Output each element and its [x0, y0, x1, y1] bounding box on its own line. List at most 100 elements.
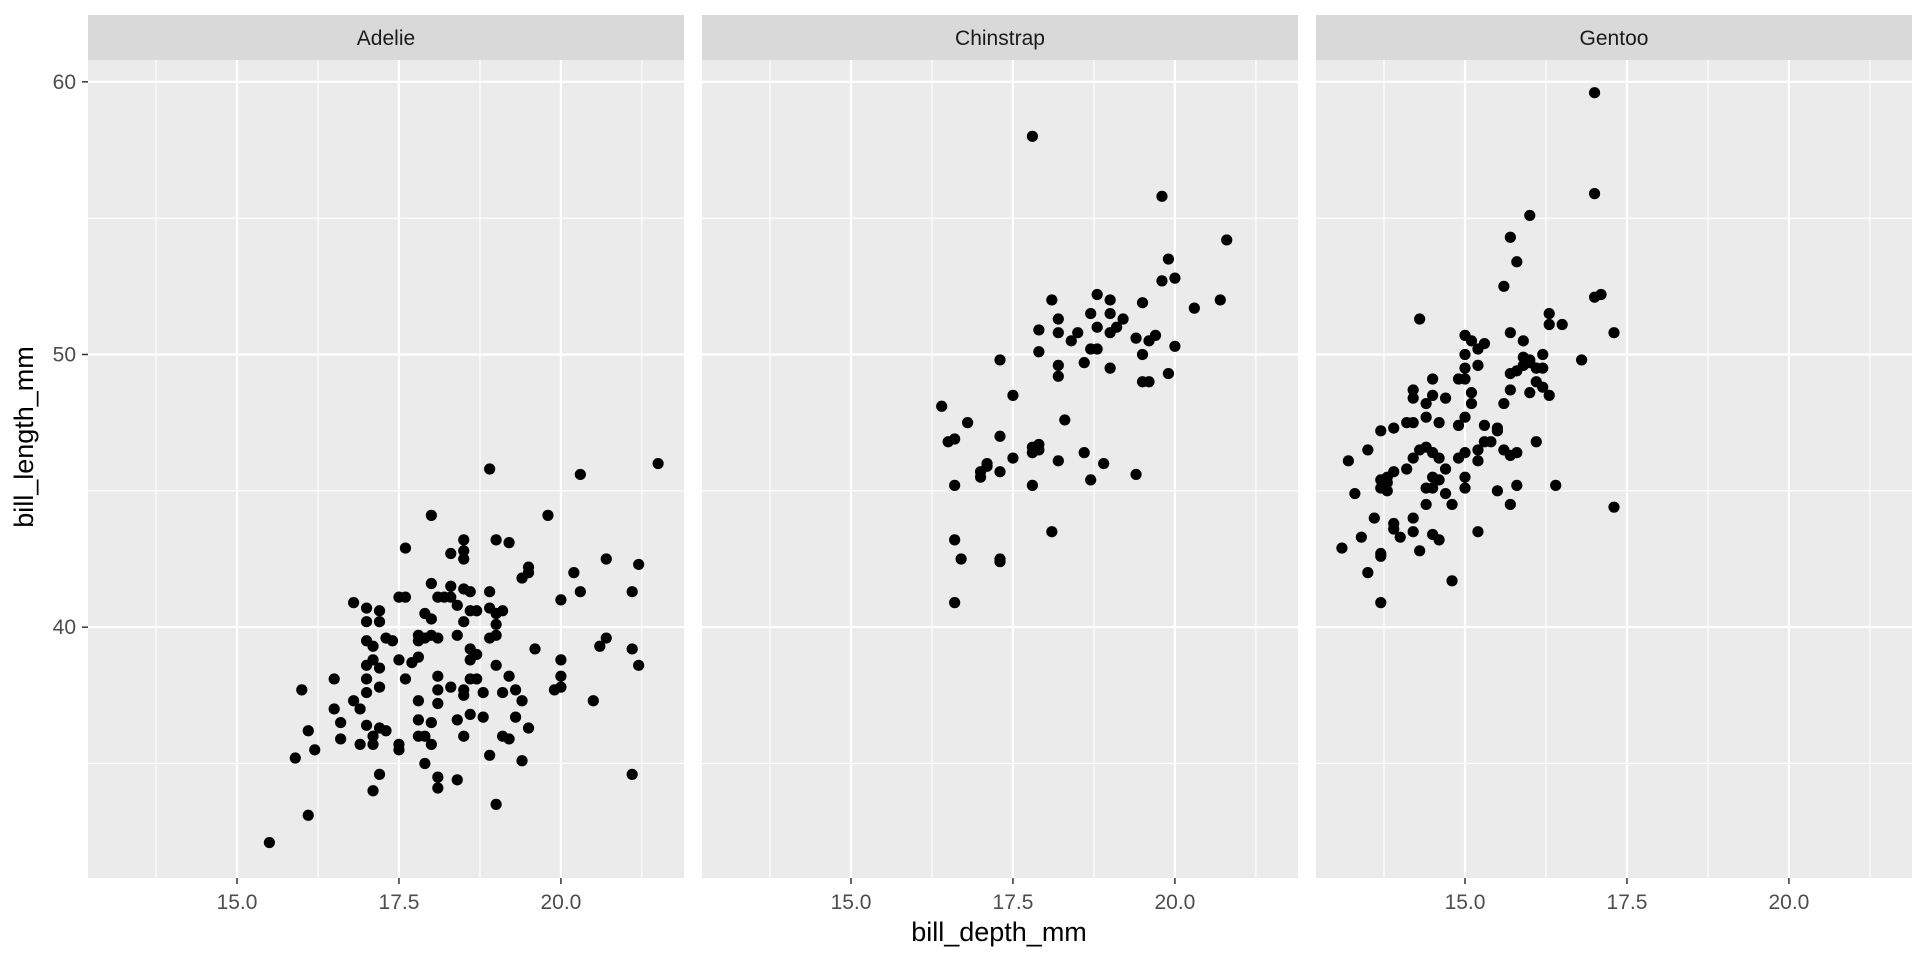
- data-point: [425, 509, 437, 521]
- data-point: [1517, 335, 1529, 347]
- x-tick-label: 15.0: [831, 891, 872, 914]
- data-point: [1459, 362, 1471, 374]
- data-point: [1511, 256, 1523, 268]
- data-point: [962, 417, 974, 429]
- x-tick-label: 20.0: [540, 891, 581, 914]
- data-point: [1465, 335, 1478, 347]
- data-point: [1026, 479, 1038, 491]
- data-point: [490, 629, 502, 641]
- facet-strip: [702, 15, 1298, 60]
- data-point: [1433, 534, 1445, 546]
- data-point: [1342, 455, 1354, 467]
- data-point: [490, 798, 502, 810]
- data-point: [1608, 501, 1620, 513]
- data-point: [419, 730, 431, 742]
- data-point: [1498, 280, 1510, 292]
- data-point: [1375, 597, 1387, 609]
- data-point: [302, 809, 314, 821]
- data-point: [1407, 392, 1419, 404]
- data-point: [1078, 357, 1090, 369]
- data-point: [386, 635, 399, 647]
- data-point: [373, 605, 386, 617]
- data-point: [1407, 512, 1419, 524]
- data-point: [1543, 389, 1555, 401]
- data-point: [484, 463, 496, 475]
- data-point: [1026, 130, 1038, 142]
- data-point: [1472, 526, 1484, 538]
- data-point: [994, 466, 1006, 478]
- data-point: [1362, 444, 1374, 456]
- data-point: [600, 632, 612, 644]
- data-point: [1388, 523, 1400, 535]
- data-point: [1550, 479, 1562, 491]
- facet-strip: [88, 15, 684, 60]
- data-point: [1459, 411, 1471, 423]
- data-point: [335, 733, 347, 745]
- data-point: [1446, 498, 1458, 511]
- data-point: [994, 354, 1006, 366]
- data-point: [445, 681, 457, 693]
- data-point: [1427, 389, 1439, 401]
- data-point: [367, 738, 379, 750]
- panel-background: [1316, 60, 1912, 878]
- x-tick-label: 20.0: [1768, 891, 1809, 914]
- data-point: [1420, 411, 1432, 423]
- data-point: [1091, 343, 1103, 355]
- data-point: [1046, 294, 1058, 306]
- data-point: [458, 730, 470, 742]
- data-point: [1530, 436, 1542, 448]
- data-point: [432, 771, 444, 783]
- data-point: [574, 468, 586, 481]
- data-point: [1091, 288, 1103, 301]
- data-point: [503, 537, 515, 549]
- data-point: [949, 534, 961, 546]
- data-point: [1472, 444, 1484, 456]
- data-point: [1117, 313, 1129, 325]
- data-point: [302, 725, 314, 737]
- data-point: [1355, 531, 1367, 543]
- data-point: [1439, 463, 1452, 475]
- data-point: [1524, 387, 1536, 399]
- data-point: [1375, 425, 1387, 437]
- data-point: [626, 768, 638, 780]
- data-point: [1485, 436, 1497, 448]
- data-point: [373, 616, 386, 628]
- data-point: [1511, 479, 1523, 491]
- facet-strip: [1316, 15, 1912, 60]
- data-point: [1433, 452, 1445, 464]
- y-axis-title: bill_length_mm: [9, 346, 39, 528]
- data-point: [1052, 313, 1064, 325]
- data-point: [1537, 381, 1549, 393]
- data-point: [289, 752, 301, 764]
- data-point: [1375, 550, 1387, 562]
- data-point: [1439, 392, 1452, 404]
- data-point: [1459, 447, 1471, 459]
- data-point: [1504, 498, 1516, 511]
- y-axis: 40 50 60: [53, 71, 88, 639]
- data-point: [981, 460, 993, 472]
- data-point: [509, 711, 522, 723]
- data-point: [451, 629, 463, 641]
- data-point: [936, 400, 948, 412]
- data-point: [1136, 297, 1149, 309]
- data-point: [1085, 474, 1097, 486]
- data-point: [1588, 87, 1601, 99]
- data-point: [1149, 329, 1162, 341]
- data-point: [445, 591, 457, 603]
- data-point: [1433, 474, 1445, 486]
- data-point: [490, 618, 502, 631]
- data-point: [522, 561, 535, 573]
- data-point: [309, 744, 321, 756]
- data-point: [367, 654, 379, 666]
- data-point: [1033, 444, 1045, 456]
- data-point: [1478, 419, 1491, 431]
- data-point: [1459, 373, 1471, 385]
- data-point: [445, 547, 457, 560]
- data-point: [503, 733, 515, 745]
- data-point: [464, 586, 476, 598]
- data-point: [497, 605, 509, 617]
- data-point: [458, 689, 470, 701]
- x-axis-title: bill_depth_mm: [911, 917, 1087, 947]
- data-point: [522, 722, 535, 734]
- data-point: [1104, 307, 1116, 320]
